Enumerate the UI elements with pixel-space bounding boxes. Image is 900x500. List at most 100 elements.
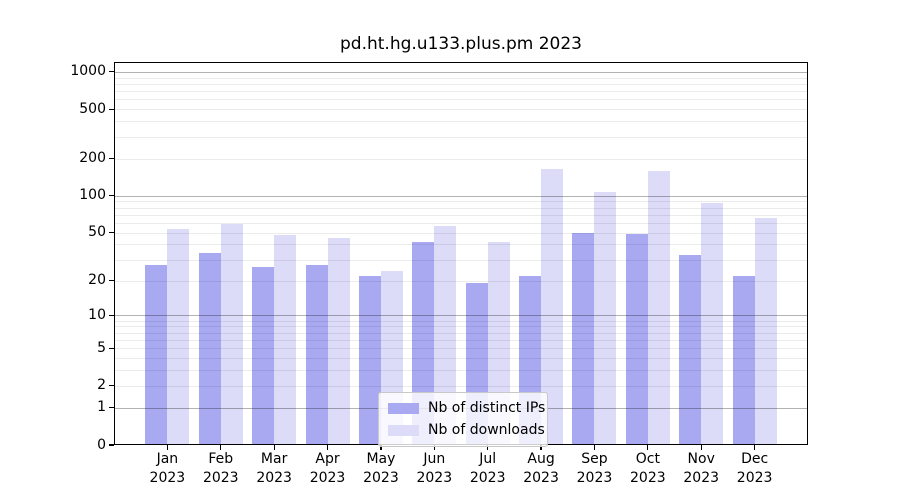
minor-gridline — [114, 109, 808, 111]
bar-sep-downloads — [594, 192, 617, 445]
minor-gridline — [114, 91, 808, 93]
minor-gridline — [114, 348, 808, 350]
x-tick — [700, 445, 702, 450]
bar-oct-ips — [625, 233, 648, 445]
minor-gridline — [114, 222, 808, 224]
legend-item-downloads: Nb of downloads — [388, 421, 545, 440]
minor-gridline — [114, 158, 808, 160]
y-tick-label: 100 — [79, 187, 106, 204]
minor-gridline — [114, 332, 808, 334]
bar-apr-ips — [305, 265, 328, 445]
minor-gridline — [114, 385, 808, 387]
x-tick-label: Jun 2023 — [416, 451, 453, 486]
x-tick — [220, 445, 222, 450]
bar-apr-downloads — [327, 238, 350, 445]
bar-aug-downloads — [541, 168, 564, 445]
x-tick — [433, 445, 435, 450]
bar-nov-downloads — [701, 202, 724, 445]
y-tick-label: 500 — [79, 100, 106, 117]
x-tick-label: Jan 2023 — [149, 451, 186, 486]
x-tick — [273, 445, 275, 450]
major-gridline — [114, 71, 808, 73]
y-tick — [109, 108, 114, 110]
minor-gridline — [114, 77, 808, 79]
x-tick-label: Jul 2023 — [469, 451, 506, 486]
x-tick-label: Sep 2023 — [576, 451, 613, 486]
legend: Nb of distinct IPs Nb of downloads — [378, 392, 548, 447]
minor-gridline — [114, 207, 808, 209]
legend-swatch-distinct-ips — [388, 403, 419, 414]
minor-gridline — [114, 99, 808, 101]
bar-may-ips — [358, 275, 381, 445]
minor-gridline — [114, 121, 808, 123]
y-tick — [109, 444, 114, 446]
minor-gridline — [114, 244, 808, 246]
minor-gridline — [114, 259, 808, 261]
bar-jan-downloads — [167, 228, 190, 445]
minor-gridline — [114, 280, 808, 282]
y-tick-label: 10 — [88, 306, 106, 323]
minor-gridline — [114, 83, 808, 85]
minor-gridline — [114, 201, 808, 203]
minor-gridline — [114, 358, 808, 360]
legend-label-distinct-ips: Nb of distinct IPs — [428, 400, 546, 416]
y-tick — [109, 157, 114, 160]
y-tick-label: 5 — [97, 339, 106, 356]
minor-gridline — [114, 232, 808, 234]
bar-feb-ips — [198, 252, 221, 445]
legend-item-distinct-ips: Nb of distinct IPs — [388, 399, 545, 418]
y-tick-label: 50 — [88, 224, 106, 241]
x-tick-label: Feb 2023 — [202, 451, 239, 486]
x-tick-label: May 2023 — [363, 451, 399, 486]
bar-dec-downloads — [754, 217, 777, 445]
x-tick — [540, 445, 542, 450]
minor-gridline — [114, 320, 808, 322]
bar-sep-ips — [572, 232, 595, 445]
minor-gridline — [114, 339, 808, 341]
y-tick-label: 20 — [88, 272, 106, 289]
x-tick-label: Mar 2023 — [256, 451, 292, 486]
y-tick-label: 1000 — [70, 63, 106, 80]
x-tick-label: Aug 2023 — [523, 451, 559, 486]
plot-area — [114, 62, 808, 445]
x-tick-label: Nov 2023 — [683, 451, 720, 486]
x-tick-label: Apr 2023 — [309, 451, 346, 486]
x-tick — [647, 445, 649, 450]
x-tick — [380, 445, 382, 450]
bar-oct-downloads — [647, 171, 670, 445]
minor-gridline — [114, 370, 808, 372]
minor-gridline — [114, 326, 808, 328]
minor-gridline — [114, 136, 808, 138]
y-tick-label: 200 — [79, 150, 106, 167]
y-tick — [109, 347, 114, 349]
y-tick-label: 2 — [97, 377, 106, 394]
bar-feb-downloads — [220, 223, 243, 445]
bar-mar-ips — [252, 266, 275, 445]
y-tick — [109, 231, 114, 234]
y-tick — [109, 385, 114, 387]
x-tick — [753, 445, 756, 450]
bar-mar-downloads — [274, 234, 297, 445]
y-tick-label: 1 — [97, 399, 106, 416]
legend-swatch-downloads — [388, 425, 419, 436]
y-tick — [109, 314, 114, 317]
x-tick — [593, 445, 596, 450]
x-tick-label: Dec 2023 — [736, 451, 773, 486]
x-tick — [487, 445, 489, 450]
y-tick-label: 0 — [97, 436, 106, 453]
x-tick — [326, 445, 329, 450]
minor-gridline — [114, 214, 808, 216]
y-tick — [109, 406, 114, 409]
bar-dec-ips — [732, 275, 755, 445]
major-gridline — [114, 195, 808, 197]
bar-jan-ips — [145, 265, 168, 445]
chart-title: pd.ht.hg.u133.plus.pm 2023 — [340, 34, 582, 54]
bar-jun-downloads — [434, 225, 457, 445]
x-tick — [166, 445, 169, 450]
y-tick — [109, 71, 114, 73]
legend-label-downloads: Nb of downloads — [428, 422, 545, 438]
bar-nov-ips — [679, 254, 702, 445]
y-tick — [109, 279, 114, 282]
major-gridline — [114, 315, 808, 317]
